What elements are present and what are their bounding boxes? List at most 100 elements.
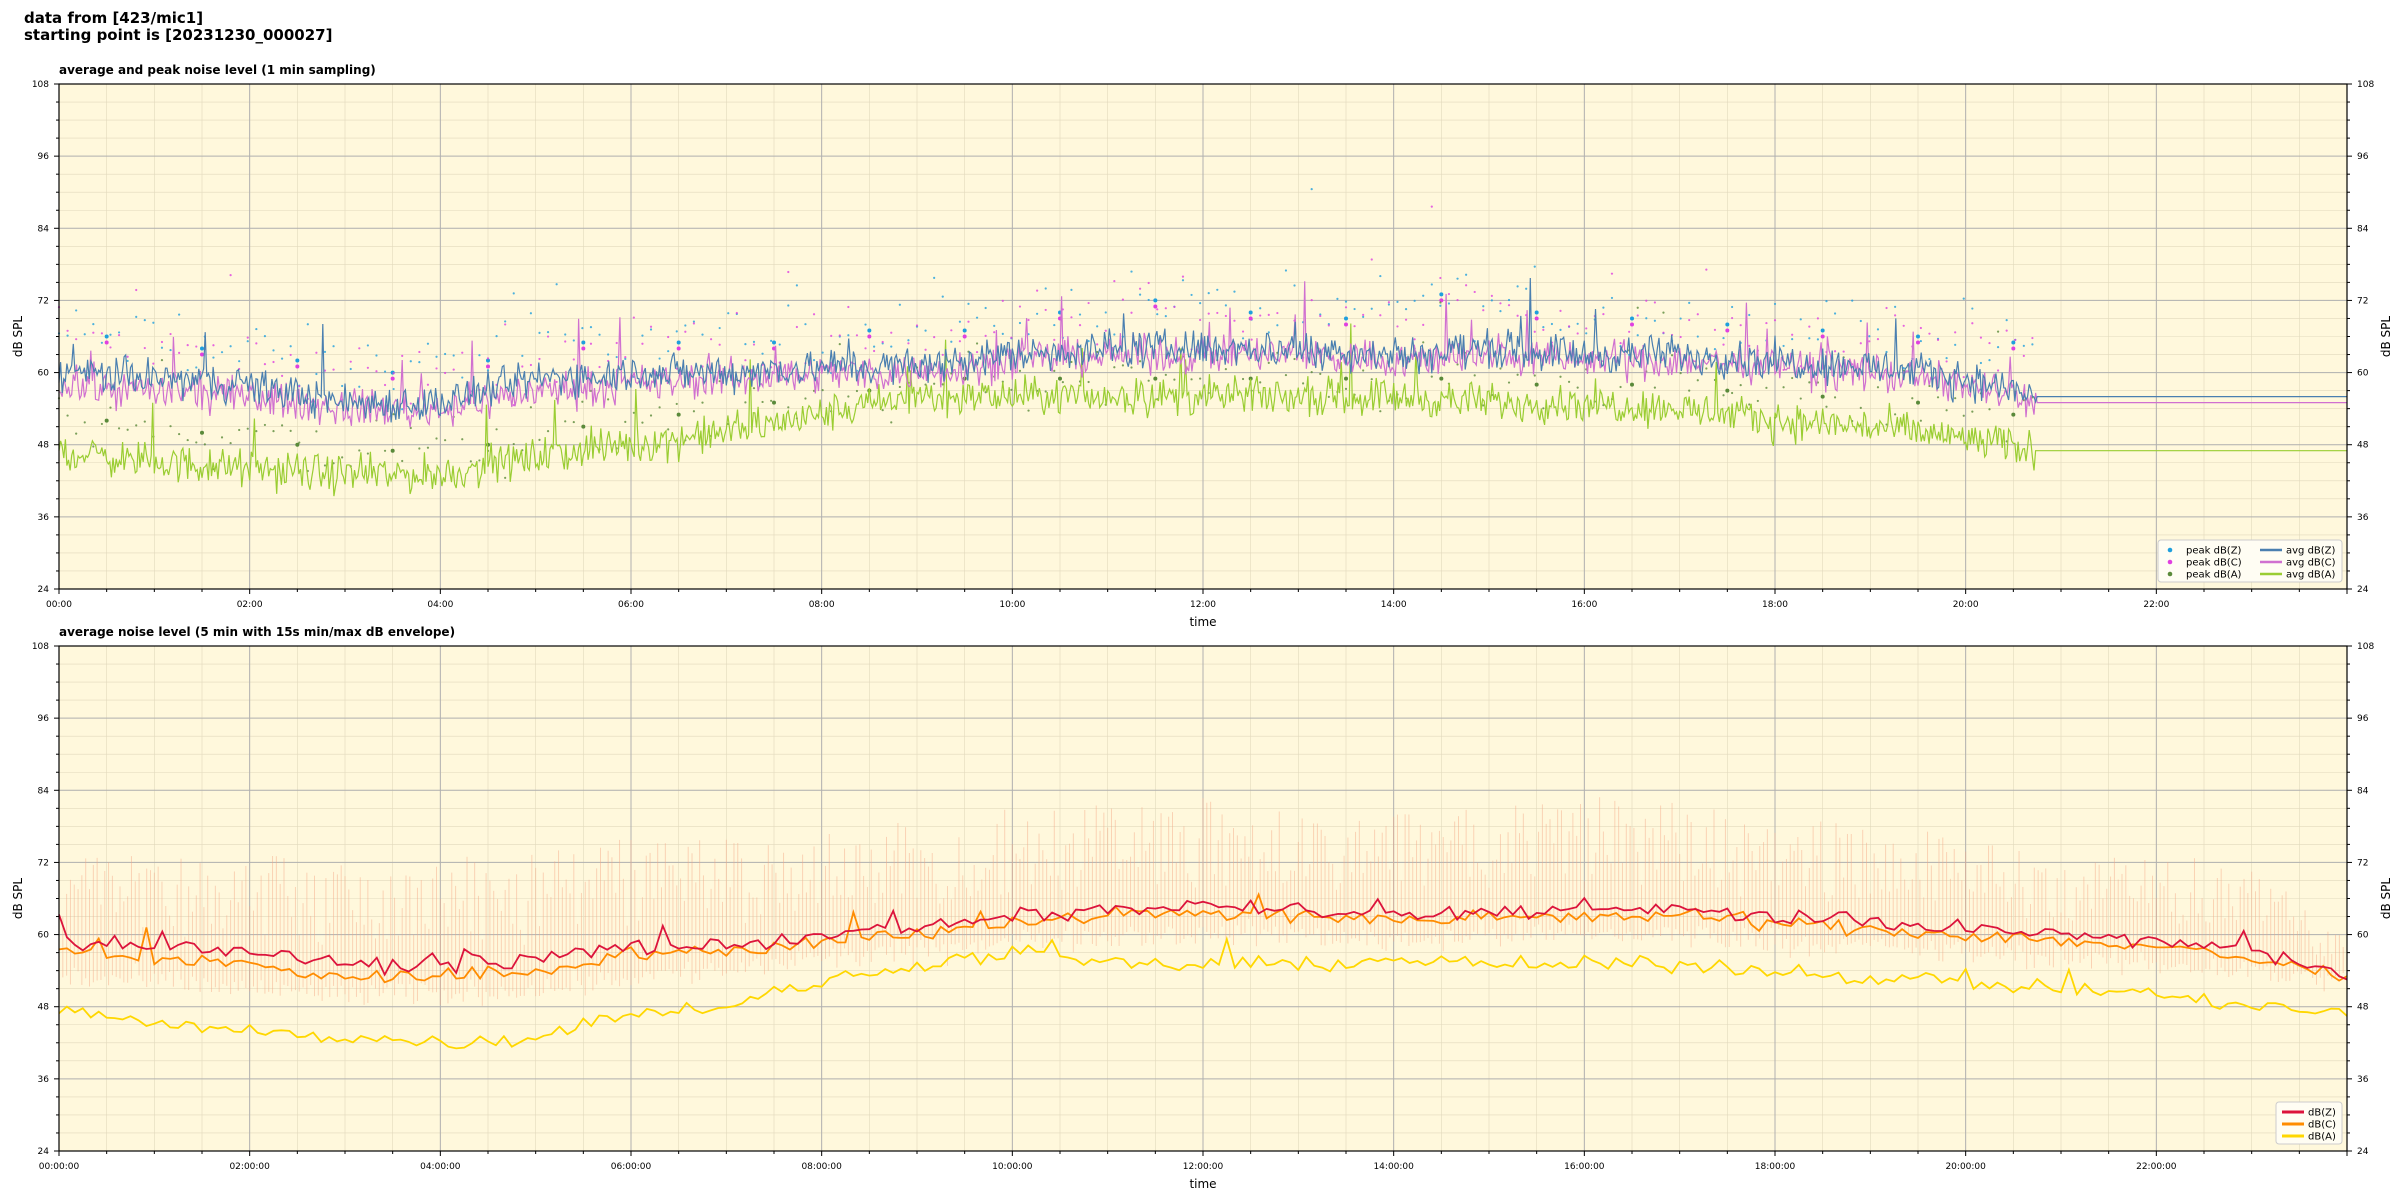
peak-dot	[1181, 275, 1185, 278]
y-tick-label-left: 60	[38, 931, 50, 941]
peak-dot	[435, 367, 438, 370]
peak-dot	[75, 309, 78, 312]
peak-point	[676, 340, 681, 345]
peak-dot	[615, 355, 618, 359]
peak-dot	[152, 321, 155, 324]
peak-dot	[1696, 335, 1699, 338]
peak-dot	[109, 333, 112, 336]
peak-dot	[1070, 316, 1073, 319]
peak-dot	[272, 430, 275, 433]
peak-dot	[1018, 321, 1022, 325]
peak-dot	[1044, 287, 1047, 290]
peak-dot	[847, 305, 850, 309]
peak-dot	[1353, 307, 1356, 311]
peak-dot	[366, 452, 369, 455]
peak-dot	[1773, 319, 1777, 322]
legend-label: avg dB(A)	[2286, 570, 2336, 581]
peak-dot	[1679, 317, 1682, 320]
peak-dot	[1121, 364, 1125, 367]
peak-dot	[692, 410, 696, 413]
peak-dot	[1302, 382, 1305, 385]
peak-dot	[1473, 290, 1476, 294]
peak-dot	[1507, 381, 1511, 384]
peak-dot	[1799, 397, 1802, 400]
peak-dot	[1713, 328, 1717, 331]
peak-dot	[100, 422, 103, 426]
peak-dot	[598, 333, 601, 336]
peak-dot	[1224, 367, 1227, 371]
peak-dot	[169, 425, 172, 428]
peak-dot	[761, 352, 764, 355]
peak-dot	[1044, 390, 1047, 393]
peak-dot	[117, 331, 121, 334]
peak-dot	[1731, 391, 1734, 395]
peak-dot	[160, 340, 164, 344]
peak-dot	[1027, 333, 1030, 336]
peak-dot	[1190, 378, 1193, 381]
peak-dot	[1499, 302, 1502, 305]
peak-dot	[203, 443, 206, 446]
peak-dot	[1936, 338, 1940, 341]
peak-dot	[1199, 377, 1202, 380]
peak-dot	[212, 344, 215, 347]
peak-dot	[195, 366, 198, 369]
y-tick-label-left: 36	[38, 513, 50, 523]
peak-dot	[795, 325, 798, 329]
peak-point	[581, 424, 586, 429]
peak-dot	[1928, 332, 1931, 335]
peak-dot	[1053, 338, 1056, 341]
peak-dot	[1473, 374, 1476, 377]
peak-point	[1534, 316, 1539, 321]
peak-dot	[1413, 338, 1416, 341]
peak-dot	[1936, 396, 1940, 399]
peak-dot	[1722, 394, 1725, 397]
peak-point	[295, 358, 300, 363]
x-tick-label: 02:00:00	[229, 1162, 270, 1172]
peak-dot	[564, 420, 567, 423]
peak-dot	[418, 350, 421, 354]
peak-dot	[1516, 285, 1519, 288]
peak-dot	[770, 339, 773, 342]
peak-point	[676, 346, 681, 351]
peak-dot	[66, 329, 69, 332]
peak-dot	[873, 345, 876, 348]
x-tick-label: 04:00:00	[420, 1162, 461, 1172]
peak-dot	[744, 359, 747, 362]
peak-dot	[770, 399, 773, 402]
peak-dot	[778, 343, 781, 346]
peak-dot	[1765, 386, 1768, 389]
peak-dot	[401, 408, 404, 411]
peak-dot	[135, 424, 138, 427]
peak-dot	[495, 335, 498, 338]
peak-dot	[383, 383, 387, 387]
peak-dot	[512, 442, 515, 446]
x-tick-label: 08:00	[809, 600, 835, 610]
peak-dot	[1636, 306, 1639, 309]
x-tick-label: 12:00:00	[1183, 1162, 1224, 1172]
peak-dot	[1113, 280, 1116, 283]
peak-dot	[1138, 287, 1142, 290]
x-tick-label: 22:00	[2143, 600, 2169, 610]
peak-dot	[143, 346, 146, 350]
peak-dot	[1516, 314, 1519, 317]
peak-dot	[1859, 319, 1862, 323]
peak-dot	[323, 464, 327, 467]
peak-dot	[341, 384, 344, 388]
peak-dot	[744, 343, 747, 346]
peak-dot	[375, 370, 378, 373]
peak-point	[1153, 304, 1158, 309]
peak-dot	[1061, 381, 1064, 384]
peak-dot	[761, 400, 764, 404]
peak-dot	[1928, 384, 1931, 388]
peak-dot	[787, 270, 790, 274]
chart-title: average and peak noise level (1 min samp…	[59, 63, 376, 77]
y-tick-label-right: 36	[2357, 1075, 2369, 1085]
peak-dot	[1816, 338, 1819, 341]
peak-dot	[675, 402, 678, 406]
x-tick-label: 06:00:00	[611, 1162, 652, 1172]
peak-dot	[1284, 269, 1288, 272]
peak-dot	[933, 276, 936, 279]
peak-dot	[238, 428, 241, 432]
peak-dot	[1722, 343, 1725, 346]
peak-dot	[1876, 338, 1880, 341]
